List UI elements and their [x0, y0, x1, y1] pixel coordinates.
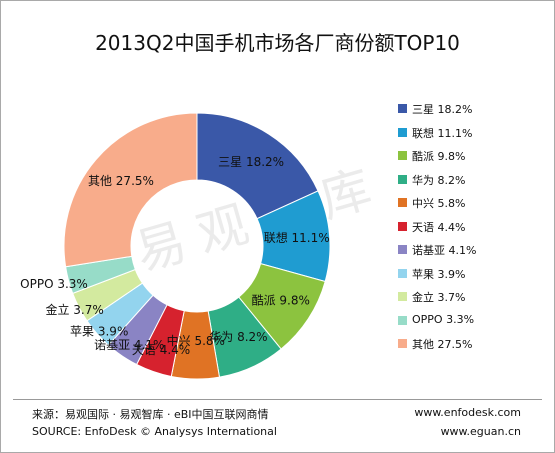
legend-swatch	[398, 151, 407, 160]
legend-swatch	[398, 174, 407, 184]
source-en-text: SOURCE: EnfoDesk © Analysys Internationa…	[32, 425, 277, 438]
chart-title: 2013Q2中国手机市场各厂商份额TOP10	[95, 31, 460, 55]
footer-url-enfodesk: www.enfodesk.com	[414, 406, 521, 419]
legend-swatch	[398, 339, 407, 348]
slice-label-5: 中兴 5.8%	[167, 333, 225, 348]
legend-label: 苹果 3.9%	[412, 267, 466, 281]
source-cn-text: 来源：易观国际 · 易观智库 · eBI中国互联网商情	[32, 408, 269, 421]
legend-swatch	[398, 315, 407, 325]
slice-11	[63, 112, 198, 268]
legend-label: 金立 3.7%	[412, 291, 466, 304]
slice-label-2: 联想 11.1%	[264, 230, 330, 245]
legend-swatch	[398, 104, 407, 113]
legend-label: 联想 11.1%	[412, 126, 473, 140]
footer-url-eguan: www.eguan.cn	[440, 425, 521, 438]
legend-label: OPPO 3.3%	[412, 312, 475, 326]
slice-label-9: 金立 3.7%	[45, 302, 103, 317]
legend-label: 其他 27.5%	[412, 338, 473, 351]
footer-divider	[13, 399, 542, 400]
legend-label: 华为 8.2%	[412, 173, 466, 187]
slice-label-4: 华为 8.2%	[209, 330, 267, 344]
slice-label-1: 三星 18.2%	[218, 155, 284, 169]
slice-label-10: OPPO 3.3%	[20, 277, 88, 291]
legend-swatch	[398, 127, 407, 137]
legend-swatch	[398, 292, 407, 301]
legend-label: 天语 4.4%	[412, 220, 466, 234]
slice-label-11: 其他 27.5%	[88, 174, 154, 188]
legend-label: 中兴 5.8%	[412, 197, 466, 210]
legend-label: 酷派 9.8%	[412, 150, 466, 163]
legend-swatch	[398, 198, 407, 207]
slice-label-7: 诺基亚 4.1%	[94, 338, 164, 352]
legend-label: 三星 18.2%	[412, 103, 473, 116]
slice-label-3: 酷派 9.8%	[252, 294, 310, 308]
slice-label-8: 苹果 3.9%	[70, 325, 128, 339]
slice-label-6: 天语 4.4%	[132, 343, 190, 357]
legend-label: 诺基亚 4.1%	[412, 244, 477, 257]
legend-swatch	[398, 221, 407, 231]
legend-swatch	[398, 245, 407, 254]
legend-swatch	[398, 268, 407, 278]
